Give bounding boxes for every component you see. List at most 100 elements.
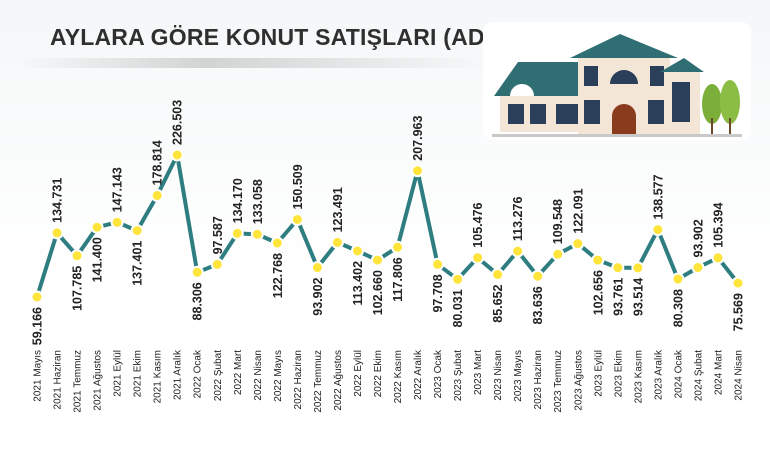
data-point bbox=[350, 244, 364, 258]
data-label: 150.509 bbox=[291, 164, 305, 209]
title-underline bbox=[18, 58, 488, 68]
data-label: 88.306 bbox=[191, 282, 205, 320]
data-label: 80.308 bbox=[671, 289, 685, 327]
data-label: 178.814 bbox=[151, 140, 165, 185]
tree-trunk bbox=[729, 118, 731, 134]
data-label: 105.476 bbox=[471, 202, 485, 247]
data-point bbox=[451, 272, 465, 286]
data-point bbox=[491, 268, 505, 282]
data-label: 97.708 bbox=[431, 274, 445, 312]
x-tick-label: 2022 Ekim bbox=[373, 350, 384, 397]
data-label: 93.514 bbox=[631, 278, 645, 316]
tree-icon bbox=[720, 80, 740, 124]
window bbox=[530, 104, 546, 124]
x-tick-label: 2023 Mayıs bbox=[513, 350, 524, 402]
data-point bbox=[310, 261, 324, 275]
front-door bbox=[612, 104, 636, 134]
x-tick-label: 2023 Ağustos bbox=[573, 350, 584, 411]
data-label: 109.548 bbox=[551, 199, 565, 244]
tree-icon bbox=[702, 84, 722, 124]
data-point bbox=[250, 227, 264, 241]
data-point bbox=[571, 237, 585, 251]
x-tick-label: 2023 Ekim bbox=[613, 350, 624, 397]
x-tick-label: 2023 Mart bbox=[473, 350, 484, 395]
x-tick-label: 2023 Temmuz bbox=[553, 350, 564, 413]
tree-trunk bbox=[711, 118, 713, 134]
data-point bbox=[611, 261, 625, 275]
x-tick-label: 2022 Haziran bbox=[293, 350, 304, 409]
data-point bbox=[691, 261, 705, 275]
x-tick-label: 2024 Mart bbox=[713, 350, 724, 395]
main-roof bbox=[570, 34, 678, 58]
data-point bbox=[330, 235, 344, 249]
x-tick-label: 2022 Eylül bbox=[353, 350, 364, 397]
data-point bbox=[511, 244, 525, 258]
data-point bbox=[370, 253, 384, 267]
data-label: 226.503 bbox=[171, 100, 185, 145]
x-tick-label: 2022 Aralık bbox=[413, 349, 424, 400]
data-label: 141.400 bbox=[91, 237, 105, 282]
x-tick-labels: 2021 Mayıs 2021 Haziran 2021 Temmuz 2021 Ağ… bbox=[33, 349, 745, 413]
data-point bbox=[651, 223, 665, 237]
chart-title: AYLARA GÖRE KONUT SATIŞLARI (ADET) bbox=[50, 24, 523, 50]
data-point bbox=[531, 269, 545, 283]
x-tick-label: 2023 Şubat bbox=[453, 350, 464, 401]
data-point bbox=[551, 247, 565, 261]
data-point bbox=[210, 257, 224, 271]
x-tick-label: 2021 Temmuz bbox=[73, 350, 84, 413]
x-tick-label: 2023 Eylül bbox=[593, 350, 604, 397]
x-tick-label: 2022 Kasım bbox=[393, 350, 404, 403]
data-point bbox=[671, 272, 685, 286]
data-point bbox=[150, 188, 164, 202]
data-point bbox=[130, 224, 144, 238]
window bbox=[672, 82, 690, 122]
data-point bbox=[50, 226, 64, 240]
data-label: 117.806 bbox=[391, 257, 405, 302]
data-point bbox=[270, 236, 284, 250]
x-tick-label: 2024 Şubat bbox=[693, 350, 704, 401]
x-tick-label: 2021 Haziran bbox=[53, 350, 64, 409]
window bbox=[650, 66, 664, 86]
data-point bbox=[411, 164, 425, 178]
x-tick-label: 2023 Nisan bbox=[493, 350, 504, 401]
data-label: 83.636 bbox=[531, 286, 545, 324]
data-label: 137.401 bbox=[131, 241, 145, 286]
data-point bbox=[70, 249, 84, 263]
data-label: 107.785 bbox=[71, 266, 85, 311]
x-tick-label: 2022 Nisan bbox=[253, 350, 264, 401]
x-tick-label: 2023 Aralık bbox=[653, 349, 664, 400]
x-tick-label: 2022 Ocak bbox=[193, 349, 204, 398]
data-point bbox=[90, 220, 104, 234]
data-point bbox=[290, 212, 304, 226]
arched-window bbox=[610, 70, 638, 84]
data-point bbox=[631, 261, 645, 275]
data-point bbox=[431, 257, 445, 271]
x-tick-label: 2022 Mart bbox=[233, 350, 244, 395]
data-labels: 59.166 134.731 107.785 141.400 147.143 137.40… bbox=[31, 100, 746, 345]
left-arch bbox=[510, 84, 534, 96]
x-tick-label: 2022 Ağustos bbox=[333, 350, 344, 411]
data-point bbox=[30, 290, 44, 304]
data-label: 75.569 bbox=[732, 293, 746, 331]
window bbox=[508, 104, 524, 124]
data-point bbox=[731, 276, 745, 290]
data-label: 138.577 bbox=[651, 174, 665, 219]
data-label: 134.170 bbox=[231, 178, 245, 223]
data-point bbox=[471, 251, 485, 265]
right-roof bbox=[660, 58, 704, 72]
data-label: 134.731 bbox=[51, 178, 65, 223]
x-tick-label: 2021 Eylül bbox=[113, 350, 124, 397]
data-point bbox=[190, 265, 204, 279]
x-tick-label: 2021 Ağustos bbox=[93, 350, 104, 411]
data-label: 123.491 bbox=[331, 187, 345, 232]
house-illustration-icon bbox=[483, 22, 751, 140]
data-point bbox=[711, 251, 725, 265]
data-point bbox=[591, 253, 605, 267]
x-tick-label: 2021 Ekim bbox=[133, 350, 144, 397]
data-points bbox=[30, 148, 745, 304]
x-tick-label: 2024 Ocak bbox=[673, 349, 684, 398]
data-point bbox=[170, 148, 184, 162]
data-label: 93.902 bbox=[691, 219, 705, 257]
